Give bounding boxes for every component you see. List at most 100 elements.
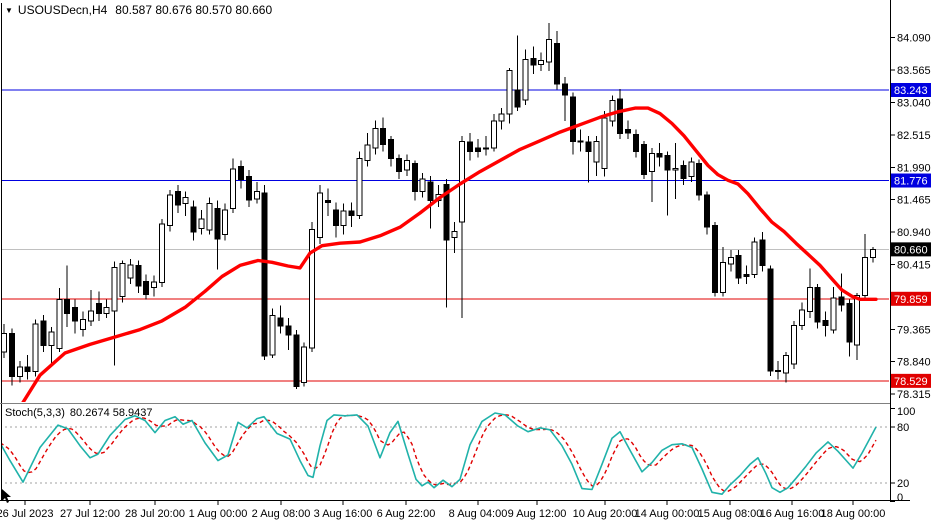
stoch-name-label: Stoch(5,3,3) (5, 407, 65, 419)
candle-body (269, 314, 276, 356)
candle-body (862, 256, 869, 297)
price-tick-label: 79.365 (897, 324, 931, 336)
stoch-pane[interactable] (0, 412, 890, 496)
candle-body (238, 166, 244, 181)
candle-body (577, 140, 584, 143)
candle-body (798, 309, 805, 326)
price-box-bg (891, 83, 931, 97)
time-tick-label: 3 Aug 16:00 (314, 508, 373, 520)
candle-body (332, 209, 339, 226)
candle-body (759, 239, 766, 266)
candle-body (640, 143, 647, 176)
candle-body (95, 303, 102, 315)
price-tick-label: 80.940 (897, 227, 931, 239)
candle-body (72, 306, 79, 322)
candle-body (198, 218, 205, 229)
candle-body (230, 168, 237, 210)
candle-body (253, 190, 260, 200)
candle-body (854, 295, 861, 346)
price-box-bg (891, 242, 931, 257)
price-label-box-81.776: 81.776 (891, 173, 931, 188)
candle-body (806, 287, 813, 313)
candle-body (245, 176, 252, 201)
candle-body (80, 319, 86, 331)
candle-body (309, 229, 316, 349)
candle-body (293, 334, 300, 387)
candle-body (261, 192, 268, 357)
candle-body (356, 158, 363, 216)
stoch-values-label: 80.2674 58.9437 (69, 407, 153, 419)
stoch-scale-axis[interactable]: 100 80 20 0 (890, 406, 915, 504)
candle-body (672, 168, 679, 171)
time-tick-label: 15 Aug 08:00 (698, 508, 763, 520)
candle-body (522, 58, 529, 101)
candle-body (696, 163, 703, 196)
candle-body (585, 141, 592, 152)
time-tick-label: 2 Aug 08:00 (252, 508, 311, 520)
main-chart-pane[interactable] (0, 22, 890, 410)
candle-body (206, 203, 213, 231)
candle-body (735, 255, 742, 279)
candles-group (1, 22, 876, 389)
stoch-k-line (1, 412, 877, 496)
time-tick-label: 10 Aug 20:00 (573, 508, 638, 520)
stoch-indicator-label: Stoch(5,3,3) 80.2674 58.9437 (5, 407, 153, 419)
pane-borders (0, 0, 910, 501)
candle-body (56, 298, 63, 350)
candle-body (609, 100, 616, 122)
candle-body (514, 89, 521, 108)
candle-body (822, 319, 829, 326)
candle-body (838, 296, 845, 306)
candle-body (214, 208, 221, 240)
candle-body (119, 263, 126, 297)
price-box-label: 80.660 (894, 244, 928, 256)
candle-body (482, 147, 489, 150)
candle-body (490, 120, 497, 149)
expander-icon[interactable]: ▼ (5, 6, 13, 15)
candle-body (783, 354, 790, 374)
price-tick-label: 78.315 (897, 389, 931, 401)
price-box-label: 78.529 (894, 376, 928, 388)
candle-body (633, 134, 639, 152)
candle-body (538, 60, 545, 65)
candle-body (111, 266, 118, 312)
time-tick-label: 18 Aug 00:00 (821, 508, 886, 520)
stoch-tick-label: 100 (897, 406, 915, 418)
candle-body (403, 160, 410, 171)
time-axis[interactable]: 26 Jul 2023 27 Jul 12:00 28 Jul 20:00 1 Aug… (0, 500, 885, 520)
candle-body (324, 200, 331, 203)
candle-body (569, 96, 576, 142)
candle-body (601, 117, 608, 170)
candle-body (664, 155, 671, 171)
price-tick-label: 81.990 (897, 162, 931, 174)
candle-body (419, 178, 426, 192)
candle-body (530, 58, 537, 66)
time-tick-label: 26 Jul 2023 (0, 508, 53, 520)
candle-body (411, 163, 418, 192)
stoch-d-line (1, 414, 877, 493)
stoch-tick-label: 20 (897, 478, 909, 490)
time-tick-label: 28 Jul 20:00 (125, 508, 185, 520)
time-tick-label: 1 Aug 00:00 (189, 508, 248, 520)
cursor-icon (2, 489, 11, 503)
candle-body (159, 223, 165, 284)
candle-body (127, 264, 134, 279)
candle-body (48, 331, 55, 347)
ma-line (21, 106, 878, 402)
candle-body (182, 197, 189, 205)
candle-body (554, 42, 560, 85)
candle-body (617, 98, 624, 134)
price-axis[interactable]: 84.090 83.565 83.040 82.515 81.990 81.465 80.9… (890, 33, 931, 401)
price-tick-label: 80.415 (897, 259, 931, 271)
ohlc-quotes-label: 80.587 80.676 80.570 80.660 (115, 3, 273, 17)
candle-body (814, 287, 821, 323)
candle-body (427, 181, 434, 202)
candle-body (656, 153, 663, 158)
candle-body (143, 280, 150, 295)
price-tick-label: 81.465 (897, 195, 931, 207)
candle-body (719, 261, 726, 294)
candle-body (40, 320, 47, 347)
price-box-label: 79.859 (894, 294, 928, 306)
